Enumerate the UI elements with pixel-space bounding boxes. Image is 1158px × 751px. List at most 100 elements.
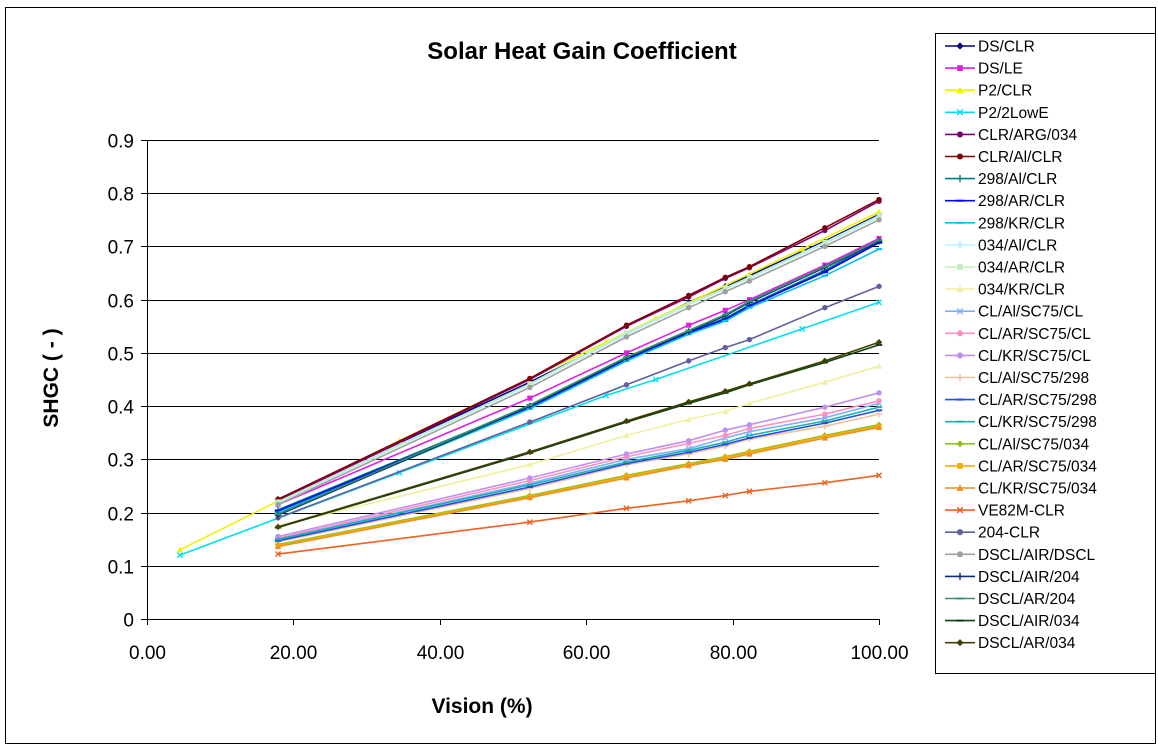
y-tick-label: 0.4 (108, 398, 135, 419)
data-point (274, 512, 282, 519)
data-point (722, 432, 729, 439)
y-tick-label: 0.6 (108, 292, 134, 313)
series-ve82m-clr (274, 472, 883, 558)
data-point (685, 416, 692, 422)
data-point (527, 419, 533, 425)
series-line (277, 426, 880, 548)
legend-label: 204-CLR (978, 525, 1040, 542)
series-cl-kr-sc75-034 (274, 424, 883, 550)
legend-marker (956, 175, 964, 183)
legend: DS/CLR DS/LE P2/CLR P2/2LowE CLR/ARG/034 CLR/… (945, 39, 1097, 652)
legend-marker (956, 551, 964, 558)
data-point (685, 497, 692, 504)
legend-item: 034/AR/CLR (945, 260, 1065, 277)
y-tick-label: 0.7 (108, 238, 134, 259)
data-point (746, 278, 753, 284)
data-point (876, 283, 882, 290)
data-point (875, 410, 883, 418)
legend-item: CL/AR/SC75/CL (945, 326, 1091, 343)
legend-item: DSCL/AIR/204 (945, 569, 1080, 586)
legend-label: DSCL/AIR/034 (978, 613, 1080, 630)
data-point (821, 423, 829, 430)
chart-title: Solar Heat Gain Coefficient (427, 38, 736, 65)
data-point (685, 304, 692, 311)
legend-marker (956, 639, 964, 647)
data-point (176, 552, 183, 559)
data-point (685, 358, 692, 364)
data-point (722, 285, 728, 291)
data-point (876, 217, 882, 223)
data-point (822, 243, 828, 250)
data-point (526, 519, 533, 526)
series-cl-kr-sc75-cl (275, 390, 882, 540)
series-dscl-air-204 (274, 237, 883, 519)
legend-item: CLR/Al/CLR (945, 149, 1062, 166)
legend-item: VE82M-CLR (945, 503, 1065, 520)
legend-marker (956, 307, 964, 315)
data-point (798, 245, 806, 252)
data-point (821, 479, 828, 486)
series-line (277, 425, 880, 547)
legend-marker (956, 373, 964, 382)
data-point (526, 461, 534, 468)
series-line (277, 402, 880, 540)
series-cl-kr-sc75-298 (274, 406, 883, 541)
data-point (527, 381, 533, 387)
data-point (875, 208, 883, 215)
legend-label: CL/KR/SC75/298 (978, 414, 1097, 431)
data-point (623, 451, 630, 457)
data-point (274, 523, 282, 531)
legend-item: DS/CLR (945, 39, 1035, 56)
legend-item: 298/KR/CLR (945, 215, 1065, 232)
series-dscl-ar-034 (274, 339, 883, 531)
y-tick-label: 0.5 (108, 345, 134, 366)
legend-item: DSCL/AIR/DSCL (945, 547, 1096, 564)
data-point (875, 424, 883, 430)
series-line (277, 409, 880, 542)
series-line (277, 285, 880, 519)
legend-item: P2/CLR (945, 83, 1032, 100)
data-point (275, 533, 281, 540)
legend-item: CL/KR/SC75/CL (945, 348, 1091, 365)
legend-item: DSCL/AR/034 (945, 635, 1076, 652)
data-point (274, 543, 282, 550)
data-point (876, 213, 882, 219)
data-point (623, 505, 630, 512)
data-point (821, 378, 829, 385)
series-034-kr-clr (274, 362, 883, 529)
legend-item: CL/AR/SC75/298 (945, 392, 1097, 409)
legend-label: CL/AR/SC75/034 (978, 458, 1097, 475)
data-point (623, 330, 630, 336)
legend-marker (956, 108, 964, 116)
legend-marker (956, 352, 964, 359)
legend-label: CL/Al/SC75/CL (978, 304, 1083, 321)
series-line (277, 241, 880, 512)
legend-item: CLR/ARG/034 (945, 127, 1077, 144)
legend-label: CL/KR/SC75/034 (978, 481, 1097, 498)
data-point (722, 344, 729, 351)
legend-marker (956, 131, 964, 138)
legend-label: P2/CLR (978, 83, 1032, 100)
y-axis-label: SHGC ( - ) (40, 328, 63, 427)
legend-item: CL/Al/SC75/034 (945, 436, 1090, 453)
series-clr-al-clr (275, 196, 882, 502)
data-point (623, 334, 630, 340)
data-point (822, 225, 828, 231)
legend-label: 298/AR/CLR (978, 193, 1065, 210)
legend-marker (956, 153, 964, 160)
data-point (722, 274, 729, 281)
legend-box (935, 33, 1156, 674)
data-point (875, 339, 883, 346)
legend-item: DSCL/AIR/034 (945, 613, 1080, 630)
legend-label: DS/CLR (978, 39, 1035, 56)
x-tick-label: 60.00 (563, 643, 611, 664)
data-point (722, 427, 729, 433)
data-point (822, 239, 828, 245)
legend-label: CLR/ARG/034 (978, 127, 1077, 144)
legend-marker (956, 241, 964, 249)
data-point (623, 474, 630, 481)
data-point (875, 362, 883, 369)
data-point (686, 322, 692, 328)
